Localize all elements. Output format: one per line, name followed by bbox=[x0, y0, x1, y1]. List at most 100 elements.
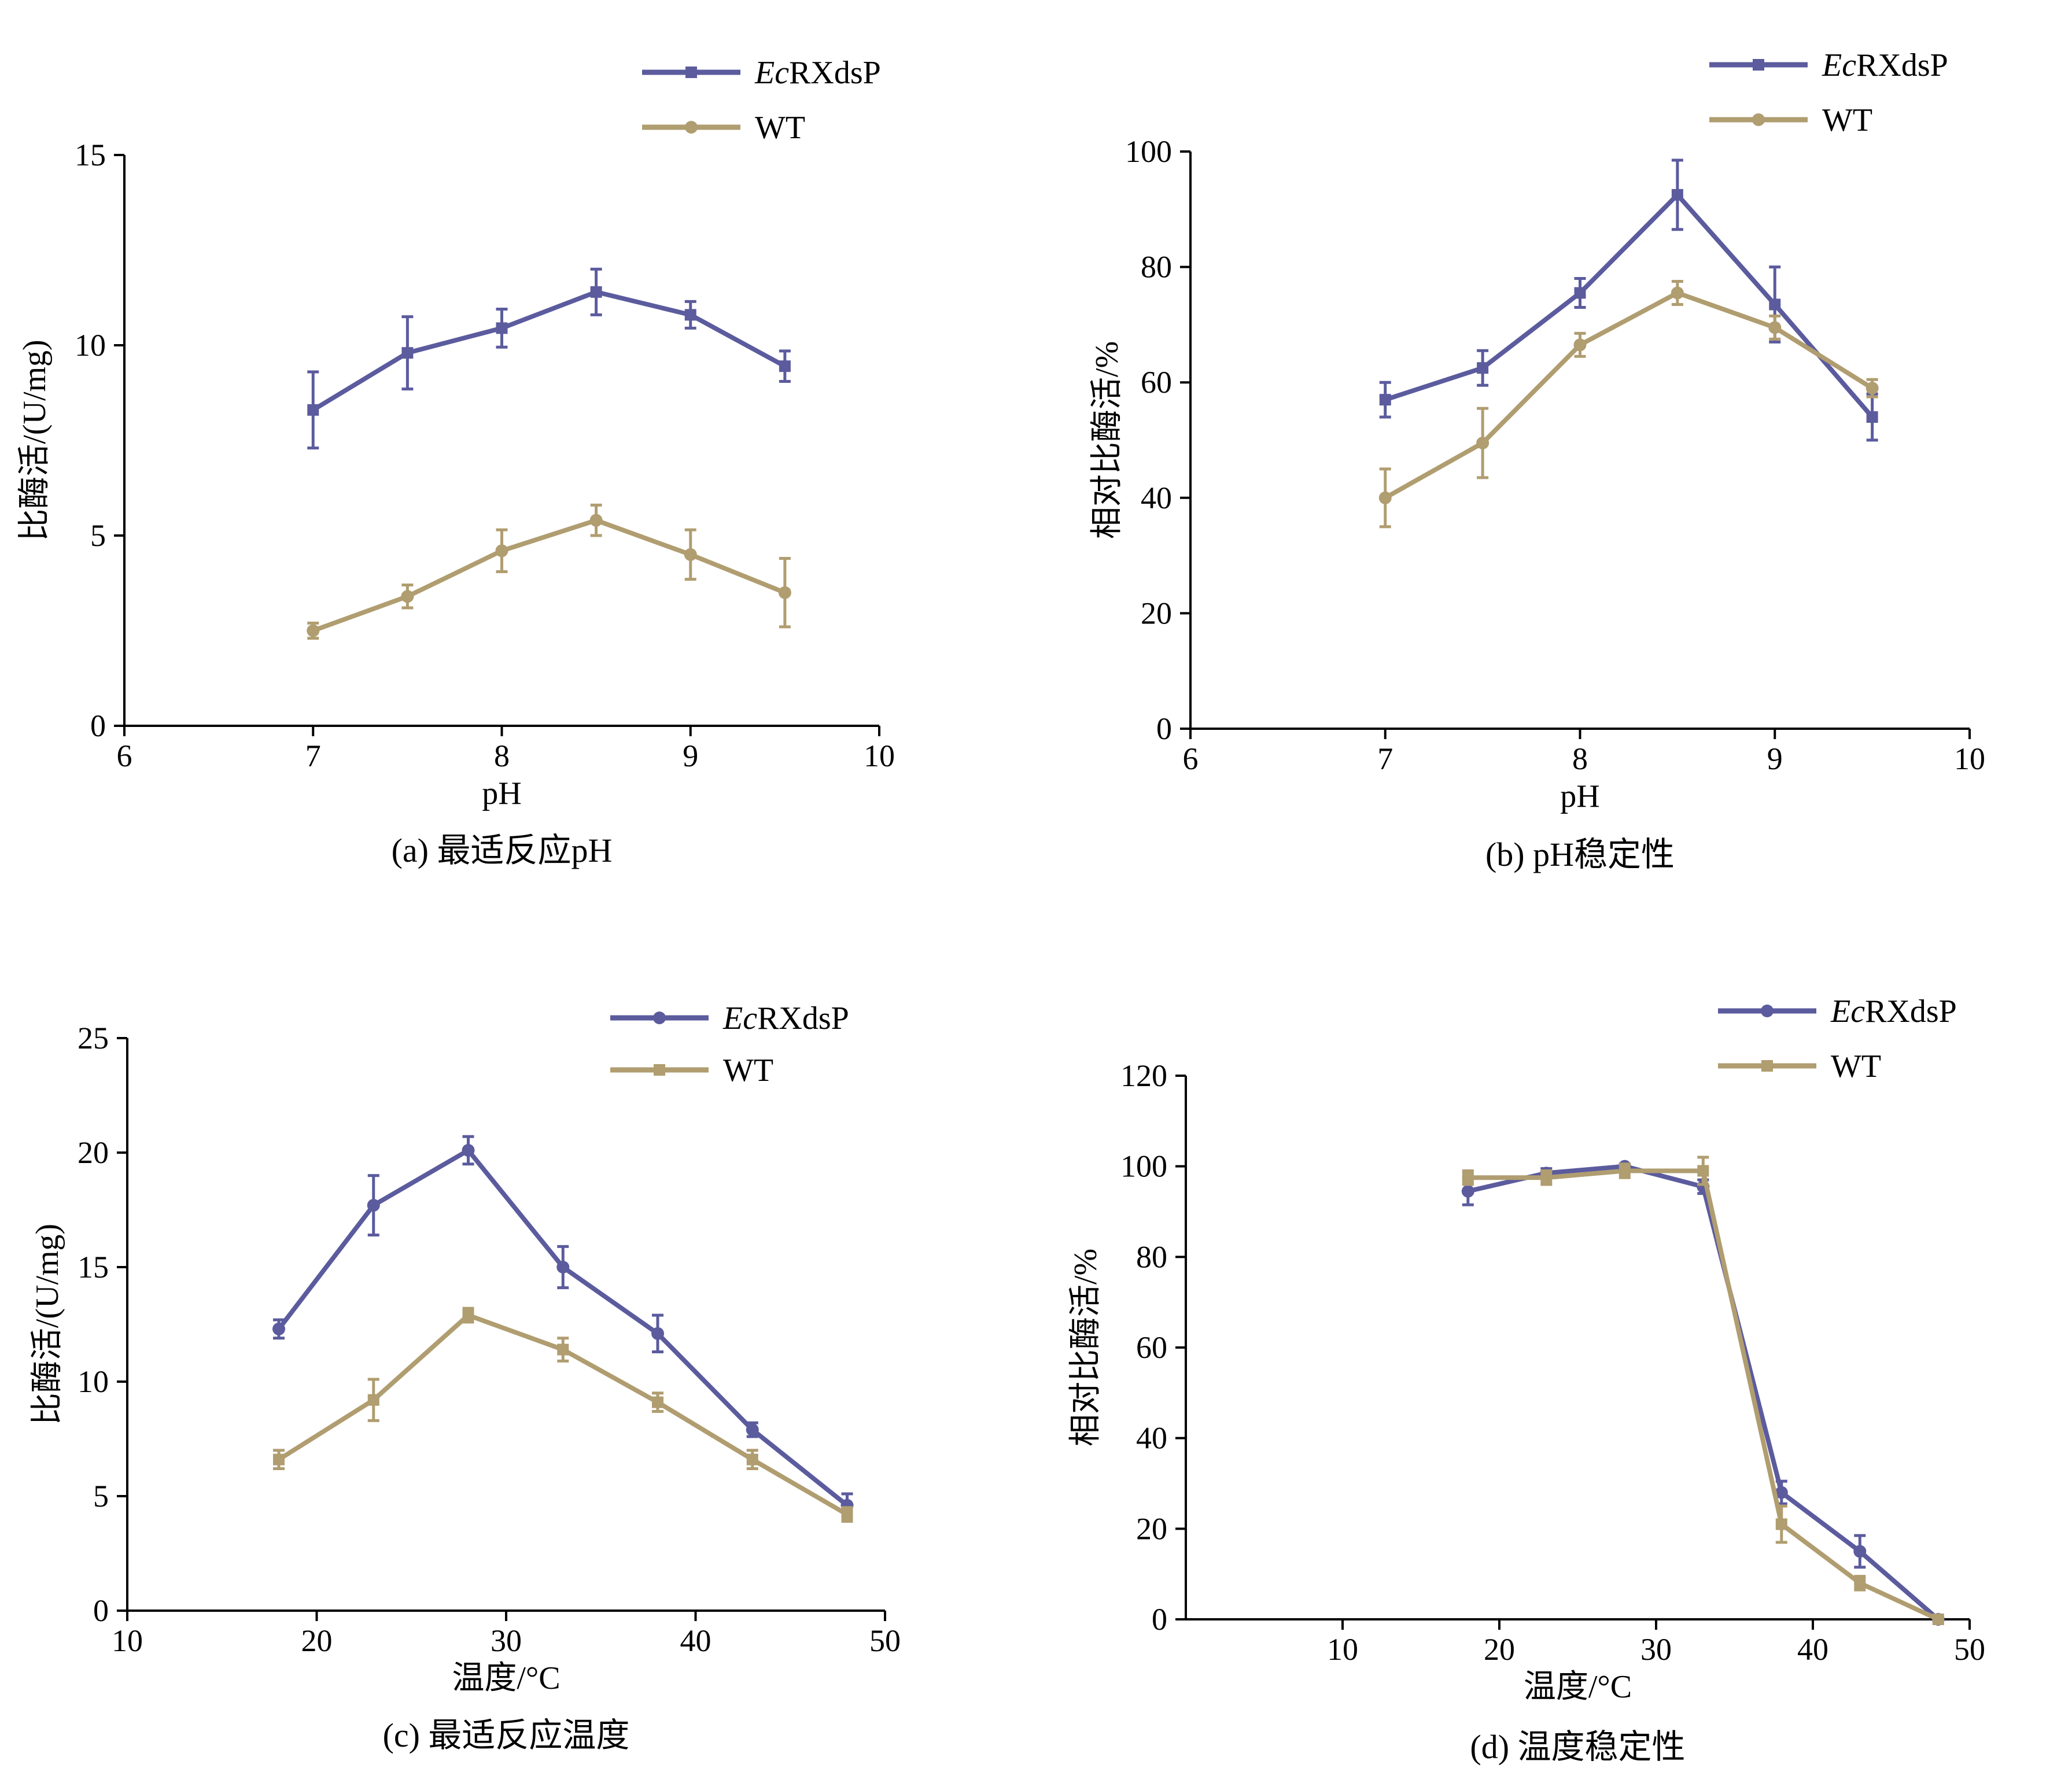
data-point bbox=[1866, 411, 1878, 423]
y-axis-label: 比酶活/(U/mg) bbox=[30, 1224, 65, 1425]
legend-marker bbox=[653, 1012, 666, 1024]
legend-label-italic: Ec bbox=[1830, 994, 1865, 1029]
legend-marker bbox=[1752, 113, 1765, 126]
y-axis-label: 比酶活/(U/mg) bbox=[17, 339, 53, 541]
legend-label-italic: Ec bbox=[754, 55, 789, 91]
y-tick-label: 40 bbox=[1141, 481, 1172, 515]
data-point bbox=[590, 286, 602, 298]
series-line bbox=[276, 1148, 849, 1507]
data-point bbox=[1378, 491, 1392, 504]
series-line bbox=[1467, 1164, 1940, 1622]
x-tick-label: 40 bbox=[1797, 1632, 1828, 1667]
data-point bbox=[1573, 338, 1587, 352]
legend-label-rest: WT bbox=[1831, 1049, 1881, 1084]
data-point bbox=[1853, 1545, 1867, 1558]
data-point bbox=[589, 514, 603, 527]
y-tick-label: 100 bbox=[1125, 134, 1172, 169]
x-tick-label: 40 bbox=[680, 1623, 711, 1658]
y-axis-label: 相对比酶活/% bbox=[1089, 341, 1125, 539]
data-point bbox=[841, 1508, 853, 1520]
data-point bbox=[1476, 436, 1490, 449]
data-point bbox=[401, 590, 414, 603]
chart-a-optimal-ph: 6 7 8 9 10 0 5 10 15 pH 比酶活/(U/mg) (a) 最适反应pH EcRXds… bbox=[17, 55, 895, 869]
x-tick-label: 6 bbox=[117, 739, 132, 773]
legend-label-rest: RXdsP bbox=[757, 1001, 849, 1036]
x-axis-label: pH bbox=[1560, 778, 1599, 814]
series-line bbox=[1384, 192, 1874, 419]
data-point bbox=[1768, 321, 1782, 334]
y-tick-label: 100 bbox=[1120, 1149, 1167, 1184]
x-tick-label: 8 bbox=[1572, 741, 1588, 776]
data-point bbox=[1671, 286, 1684, 300]
legend-marker bbox=[1761, 1060, 1773, 1072]
y-tick-label: 5 bbox=[90, 518, 106, 553]
y-tick-label: 20 bbox=[1136, 1511, 1167, 1546]
y-tick-label: 0 bbox=[1156, 711, 1172, 746]
legend-marker bbox=[685, 67, 697, 78]
data-point bbox=[1574, 287, 1586, 299]
legend-marker bbox=[654, 1064, 665, 1076]
data-point bbox=[1769, 298, 1781, 311]
y-tick-label: 20 bbox=[78, 1135, 109, 1170]
y-tick-label: 5 bbox=[93, 1479, 109, 1513]
x-tick-label: 30 bbox=[491, 1623, 522, 1658]
x-tick-label: 30 bbox=[1640, 1632, 1672, 1667]
legend-label: EcRXdsP bbox=[722, 1001, 849, 1036]
x-tick-label: 7 bbox=[305, 739, 321, 773]
data-point bbox=[1775, 1486, 1788, 1499]
data-point bbox=[1618, 1165, 1631, 1177]
legend-label: WT bbox=[1831, 1049, 1881, 1084]
data-point bbox=[1865, 382, 1879, 395]
data-point bbox=[1540, 1172, 1553, 1184]
legend-label: WT bbox=[723, 1053, 773, 1088]
data-point bbox=[1854, 1577, 1866, 1589]
legend-label-rest: WT bbox=[723, 1053, 773, 1088]
legend-label-italic: Ec bbox=[1822, 47, 1856, 83]
x-tick-label: 7 bbox=[1377, 741, 1393, 776]
data-point bbox=[367, 1199, 380, 1212]
x-tick-label: 10 bbox=[112, 1623, 143, 1658]
series-line bbox=[1384, 290, 1874, 500]
data-point bbox=[1932, 1614, 1944, 1625]
chart-c-optimal-temperature: 10 20 30 40 50 0 5 10 15 20 25 温度/°C 比酶活/(U/mg) (c) 最… bbox=[30, 1001, 901, 1754]
panel-caption: (a) 最适反应pH bbox=[392, 832, 613, 869]
y-tick-label: 0 bbox=[90, 708, 106, 743]
x-tick-label: 50 bbox=[1954, 1632, 1985, 1667]
legend-label: EcRXdsP bbox=[754, 55, 881, 91]
data-point bbox=[1775, 1518, 1787, 1530]
legend-label-rest: RXdsP bbox=[1865, 994, 1957, 1029]
data-point bbox=[462, 1144, 475, 1157]
y-tick-label: 0 bbox=[93, 1593, 109, 1628]
y-tick-label: 25 bbox=[78, 1021, 109, 1055]
data-point bbox=[307, 404, 319, 416]
data-point bbox=[1697, 1165, 1709, 1177]
data-point bbox=[556, 1261, 570, 1273]
x-tick-label: 6 bbox=[1183, 741, 1199, 776]
data-point bbox=[1379, 394, 1391, 406]
x-tick-label: 8 bbox=[494, 739, 510, 773]
data-point bbox=[778, 586, 791, 599]
y-tick-label: 0 bbox=[1152, 1602, 1167, 1637]
data-point bbox=[1462, 1172, 1474, 1184]
data-point bbox=[684, 548, 697, 561]
series-line bbox=[1468, 1168, 1940, 1622]
data-point bbox=[1461, 1184, 1474, 1198]
y-tick-label: 20 bbox=[1141, 596, 1172, 630]
y-tick-label: 15 bbox=[75, 138, 106, 172]
legend-label: EcRXdsP bbox=[1822, 47, 1948, 83]
y-tick-label: 10 bbox=[78, 1364, 109, 1399]
y-tick-label: 80 bbox=[1136, 1239, 1167, 1274]
y-tick-label: 80 bbox=[1141, 250, 1172, 285]
panel-caption: (b) pH稳定性 bbox=[1485, 836, 1675, 873]
legend-label: WT bbox=[1822, 102, 1872, 138]
x-tick-label: 10 bbox=[864, 739, 895, 773]
y-axis-label: 相对比酶活/% bbox=[1068, 1249, 1104, 1446]
data-point bbox=[746, 1423, 759, 1437]
x-tick-label: 50 bbox=[869, 1623, 901, 1658]
panel-caption: (c) 最适反应温度 bbox=[383, 1716, 630, 1754]
x-tick-label: 20 bbox=[301, 1623, 333, 1658]
x-tick-label: 9 bbox=[683, 739, 698, 773]
x-tick-label: 10 bbox=[1327, 1632, 1358, 1667]
